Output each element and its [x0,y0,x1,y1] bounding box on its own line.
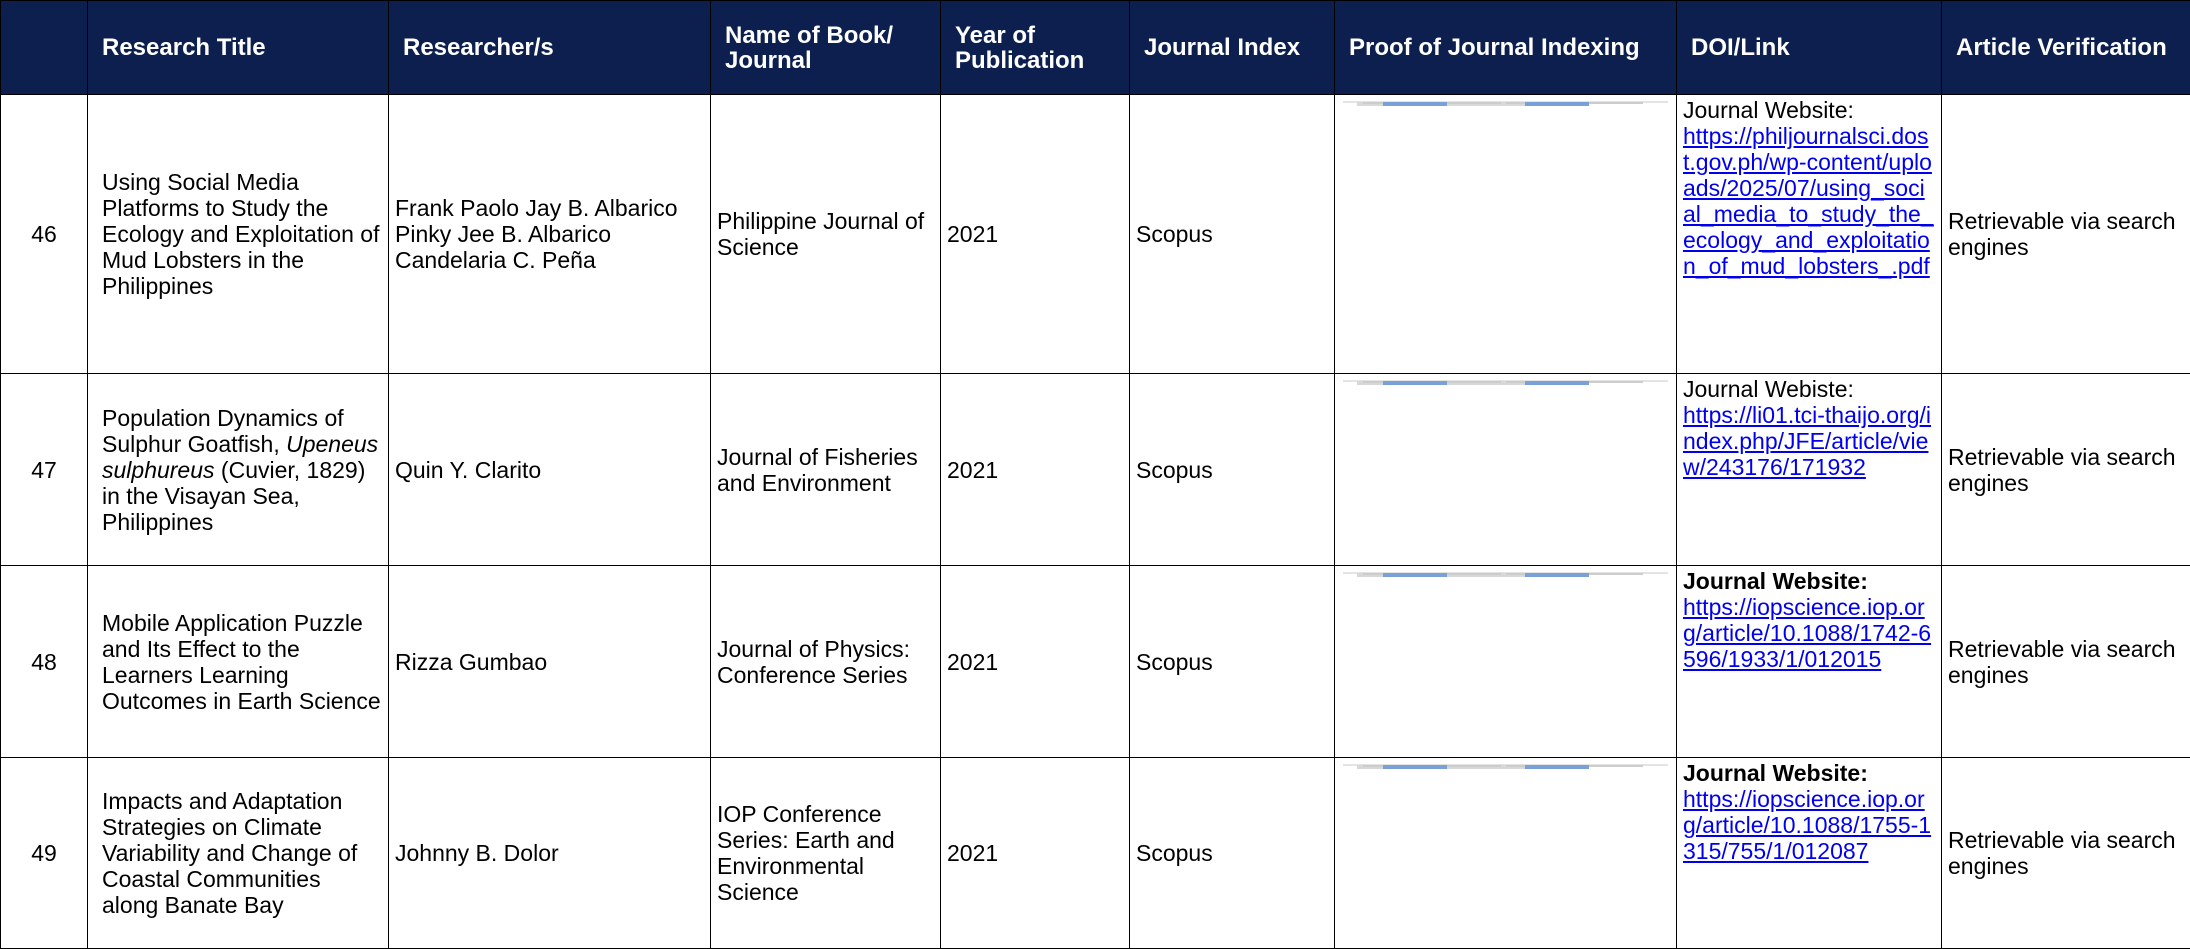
doi-link[interactable]: https://iopscience.iop.org/article/10.10… [1683,786,1932,864]
year: 2021 [940,757,1130,949]
proof-screenshot [1334,757,1677,949]
header-cell: Proof of Journal Indexing [1334,0,1677,95]
proof-screenshot [1334,373,1677,566]
journal-index: Scopus [1129,373,1335,566]
header-cell: Journal Index [1129,0,1335,95]
table-row: 49 Impacts and Adaptation Strategies on C… [0,757,2190,949]
screenshot-detail [1524,102,1590,106]
row-number: 46 [0,94,88,374]
research-title: Using Social Media Platforms to Study th… [87,94,389,374]
doi-link-cell: Journal Website: https://iopscience.iop.o… [1676,565,1942,758]
header-cell: Researcher/s [388,0,711,95]
article-verification: Retrievable via search engines [1941,94,2190,374]
research-title: Mobile Application Puzzle and Its Effect… [87,565,389,758]
screenshot-detail [1382,381,1448,385]
journal: Journal of Fisheries and Environment [710,373,941,566]
doi-link[interactable]: https://iopscience.iop.org/article/10.10… [1683,594,1932,672]
table-row: 48 Mobile Application Puzzle and Its Effe… [0,565,2190,758]
researchers: Rizza Gumbao [388,565,711,758]
year: 2021 [940,373,1130,566]
journal-index: Scopus [1129,757,1335,949]
header-cell: DOI/Link [1676,0,1942,95]
proof-screenshot [1334,565,1677,758]
researcher: Rizza Gumbao [395,648,548,675]
title-part: Mobile Application Puzzle and Its Effect… [102,609,381,714]
doi-link[interactable]: https://li01.tci-thaijo.org/index.php/JF… [1683,402,1932,480]
header-cell: Research Title [87,0,389,95]
article-verification: Retrievable via search engines [1941,565,2190,758]
researchers: Johnny B. Dolor [388,757,711,949]
title-part: Population Dynamics of Sulphur Goatfish, [102,404,344,457]
researcher: Johnny B. Dolor [395,840,559,866]
journal: Philippine Journal of Science [710,94,941,374]
doi-label: Journal Website: [1683,568,1868,594]
researcher: Pinky Jee B. Albarico [395,221,612,247]
table-row: 46 Using Social Media Platforms to Study … [0,94,2190,374]
researcher: Candelaria C. Peña [395,247,596,273]
title-part: Upeneus sulphureus [102,430,379,483]
row-number: 49 [0,757,88,949]
doi-link[interactable]: https://philjournalsci.dost.gov.ph/wp-co… [1683,123,1934,279]
article-verification: Retrievable via search engines [1941,373,2190,566]
research-title: Population Dynamics of Sulphur Goatfish,… [87,373,389,566]
journal: Journal of Physics: Conference Series [710,565,941,758]
proof-screenshot [1334,94,1677,374]
doi-link-cell: Journal Website: https://philjournalsci.d… [1676,94,1942,374]
journal-index: Scopus [1129,565,1335,758]
doi-label: Journal Website: [1683,760,1868,786]
header-cell: Article Verification [1941,0,2190,95]
header-row: Research Title Researcher/s Name of Book/ … [0,0,2190,95]
header-cell: Year of Publication [940,0,1130,95]
screenshot-image [1343,380,1668,385]
research-title: Impacts and Adaptation Strategies on Cli… [87,757,389,949]
researchers: Quin Y. Clarito [388,373,711,566]
screenshot-image [1343,101,1668,106]
screenshot-detail [1524,381,1590,385]
researchers: Frank Paolo Jay B. Albarico Pinky Jee B. … [388,94,711,374]
doi-label: Journal Website: [1683,97,1854,123]
header-cell [0,0,88,95]
journal-index: Scopus [1129,94,1335,374]
table-row: 47 Population Dynamics of Sulphur Goatfis… [0,373,2190,566]
row-number: 48 [0,565,88,758]
header-cell: Name of Book/ Journal [710,0,941,95]
researcher: Frank Paolo Jay B. Albarico [395,195,678,221]
doi-label: Journal Webiste: [1683,376,1854,402]
researcher: Quin Y. Clarito [395,456,542,483]
article-verification: Retrievable via search engines [1941,757,2190,949]
row-number: 47 [0,373,88,566]
screenshot-image [1343,764,1668,769]
screenshot-detail [1524,573,1590,577]
screenshot-detail [1382,573,1448,577]
screenshot-image [1343,572,1668,577]
screenshot-detail [1382,102,1448,106]
screenshot-detail [1524,765,1590,769]
screenshot-detail [1382,765,1448,769]
doi-link-cell: Journal Website: https://iopscience.iop.o… [1676,757,1942,949]
doi-link-cell: Journal Webiste: https://li01.tci-thaijo.… [1676,373,1942,566]
title-part: Impacts and Adaptation Strategies on Cli… [102,788,358,918]
title-part: Using Social Media Platforms to Study th… [102,169,380,299]
year: 2021 [940,565,1130,758]
journal: IOP Conference Series: Earth and Environ… [710,757,941,949]
title-part: (Cuvier, 1829) in the Visayan Sea, Phili… [102,456,366,535]
year: 2021 [940,94,1130,374]
